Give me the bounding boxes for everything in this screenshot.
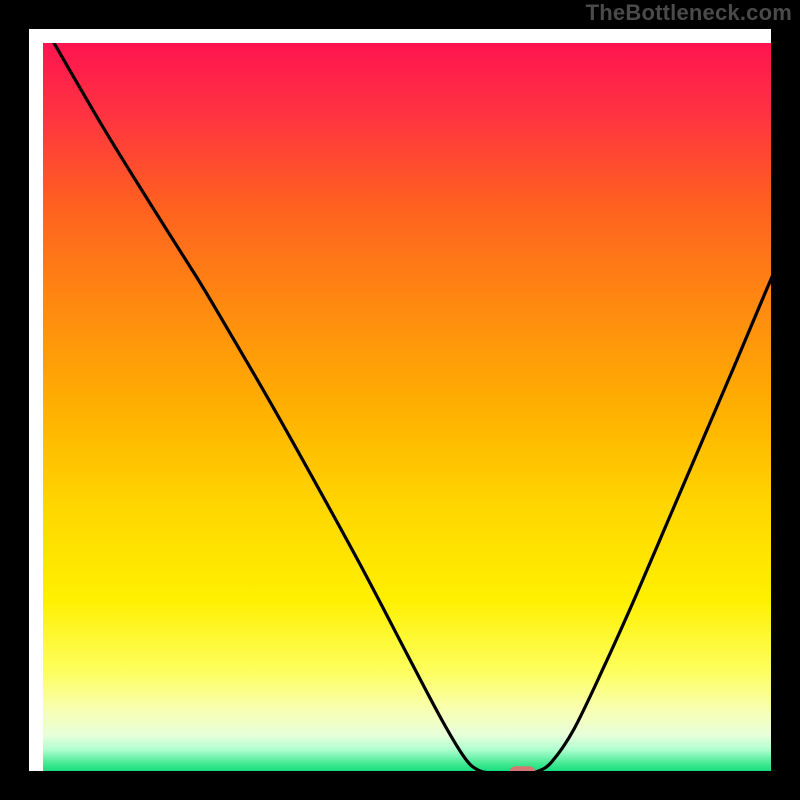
gradient-background (43, 43, 775, 775)
bottleneck-chart: TheBottleneck.com (0, 0, 800, 800)
chart-svg (0, 0, 800, 800)
watermark-text: TheBottleneck.com (586, 0, 792, 26)
